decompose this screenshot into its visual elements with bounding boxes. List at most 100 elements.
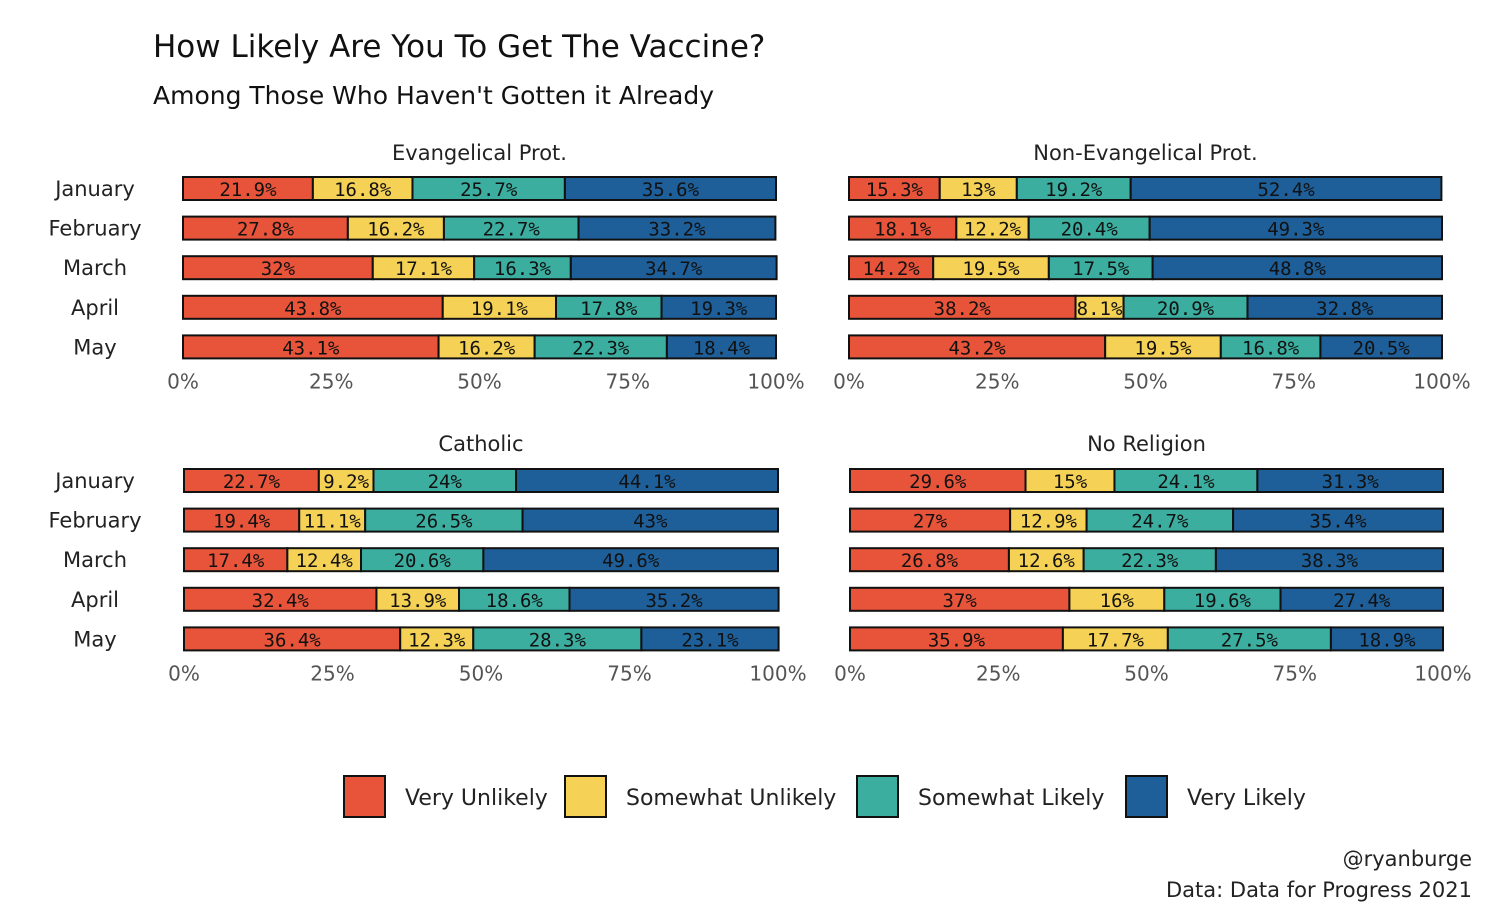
legend-label: Somewhat Unlikely	[626, 786, 836, 811]
panel-catholic: Catholic January 22.7% 9.2% 24% 44.1% February…	[48, 432, 806, 685]
bar-segment-very-likely	[563, 176, 778, 201]
data-label: 19.5%	[1134, 337, 1192, 359]
data-label: 33.2%	[648, 219, 706, 241]
panel-title: Evangelical Prot.	[392, 141, 567, 165]
legend: Very Unlikely Somewhat Unlikely Somewhat L…	[343, 775, 1306, 818]
bar-segment-very-likely	[482, 547, 779, 573]
data-label: 36.4%	[264, 629, 322, 651]
data-label: 26.8%	[901, 550, 959, 572]
data-label: 31.3%	[1322, 471, 1380, 493]
data-label: 19.4%	[213, 511, 271, 533]
bar-segment-very-likely	[577, 215, 777, 241]
legend-swatch	[564, 775, 607, 818]
bar-segment-very-likely	[1279, 586, 1444, 612]
panel-title: Non-Evangelical Prot.	[1033, 141, 1257, 165]
x-tick-label: 50%	[1123, 369, 1167, 393]
category-label-april: April	[71, 296, 119, 320]
data-label: 17.5%	[1072, 258, 1130, 280]
chart-subtitle: Among Those Who Haven't Gotten it Alread…	[153, 81, 714, 110]
data-label: 27.8%	[237, 219, 295, 241]
data-label: 28.3%	[529, 629, 587, 651]
data-label: 12.9%	[1020, 511, 1078, 533]
legend-item-somewhat-unlikely: Somewhat Unlikely	[564, 775, 836, 818]
legend-swatch	[343, 775, 386, 818]
data-label: 18.6%	[486, 590, 544, 612]
x-tick-label: 75%	[1272, 369, 1316, 393]
data-label: 19.5%	[962, 258, 1020, 280]
category-label-april: April	[71, 588, 119, 612]
data-label: 17.4%	[207, 550, 265, 572]
data-label: 19.2%	[1045, 179, 1103, 201]
x-tick-label: 25%	[975, 369, 1019, 393]
x-tick-label: 25%	[309, 369, 353, 393]
data-label: 32.8%	[1316, 298, 1374, 320]
bar-segment-very-likely	[660, 294, 778, 320]
data-label: 15.3%	[866, 179, 924, 201]
data-label: 16.3%	[494, 258, 552, 280]
data-label: 43.2%	[948, 337, 1006, 359]
data-label: 17.8%	[580, 298, 638, 320]
data-label: 12.3%	[408, 629, 466, 651]
data-label: 34.7%	[645, 258, 703, 280]
data-label: 19.1%	[471, 298, 529, 320]
data-label: 26.5%	[415, 511, 473, 533]
data-label: 13%	[961, 179, 996, 201]
bar-segment-very-likely	[568, 586, 780, 612]
category-label-march: March	[63, 548, 127, 572]
data-label: 20.4%	[1061, 219, 1119, 241]
data-label: 22.7%	[223, 471, 281, 493]
caption-author: @ryanburge	[1343, 847, 1472, 871]
data-label: 22.7%	[483, 219, 541, 241]
data-label: 49.3%	[1267, 219, 1325, 241]
data-label: 24%	[428, 471, 463, 493]
legend-label: Somewhat Likely	[918, 786, 1104, 811]
x-tick-label: 0%	[834, 661, 866, 685]
x-tick-label: 50%	[1124, 661, 1168, 685]
bar-segment-very-likely	[1319, 334, 1444, 360]
x-tick-label: 100%	[1413, 369, 1470, 393]
data-label: 43.8%	[284, 298, 342, 320]
data-label: 20.6%	[394, 550, 452, 572]
bar-segment-very-likely	[640, 626, 780, 652]
data-label: 25.7%	[460, 179, 518, 201]
x-tick-label: 100%	[1414, 661, 1471, 685]
x-tick-label: 25%	[976, 661, 1020, 685]
data-label: 17.1%	[395, 258, 453, 280]
category-label-january: January	[53, 177, 135, 201]
data-label: 52.4%	[1257, 179, 1315, 201]
data-label: 22.3%	[572, 337, 630, 359]
category-label-january: January	[53, 469, 135, 493]
data-label: 16%	[1100, 590, 1135, 612]
data-label: 12.2%	[964, 219, 1022, 241]
chart-title: How Likely Are You To Get The Vaccine?	[153, 29, 765, 65]
data-label: 12.4%	[296, 550, 354, 572]
data-label: 19.6%	[1194, 590, 1252, 612]
data-label: 13.9%	[389, 590, 447, 612]
data-label: 44.1%	[618, 471, 676, 493]
bar-segment-very-likely	[515, 468, 780, 493]
x-tick-label: 0%	[833, 369, 865, 393]
data-label: 11.1%	[304, 511, 362, 533]
data-label: 43.1%	[282, 337, 340, 359]
data-label: 32.4%	[252, 590, 310, 612]
data-label: 16.8%	[334, 179, 392, 201]
data-label: 43%	[633, 511, 668, 533]
legend-swatch	[1125, 775, 1168, 818]
data-label: 16.2%	[367, 219, 425, 241]
category-label-may: May	[73, 627, 116, 651]
x-tick-label: 75%	[1273, 661, 1317, 685]
data-label: 8.1%	[1077, 298, 1123, 320]
bar-segment-very-likely	[1214, 547, 1444, 573]
data-label: 29.6%	[909, 471, 967, 493]
x-tick-label: 50%	[459, 661, 503, 685]
data-label: 27.5%	[1221, 629, 1279, 651]
data-label: 17.7%	[1087, 629, 1145, 651]
data-label: 35.9%	[928, 629, 986, 651]
panel-no-religion: No Religion 29.6% 15% 24.1% 31.3% 27% 12.9% 24.…	[834, 432, 1471, 685]
category-label-february: February	[48, 217, 141, 241]
data-label: 35.6%	[642, 179, 700, 201]
legend-label: Very Unlikely	[405, 786, 548, 811]
x-tick-label: 0%	[168, 661, 200, 685]
data-label: 19.3%	[690, 298, 748, 320]
